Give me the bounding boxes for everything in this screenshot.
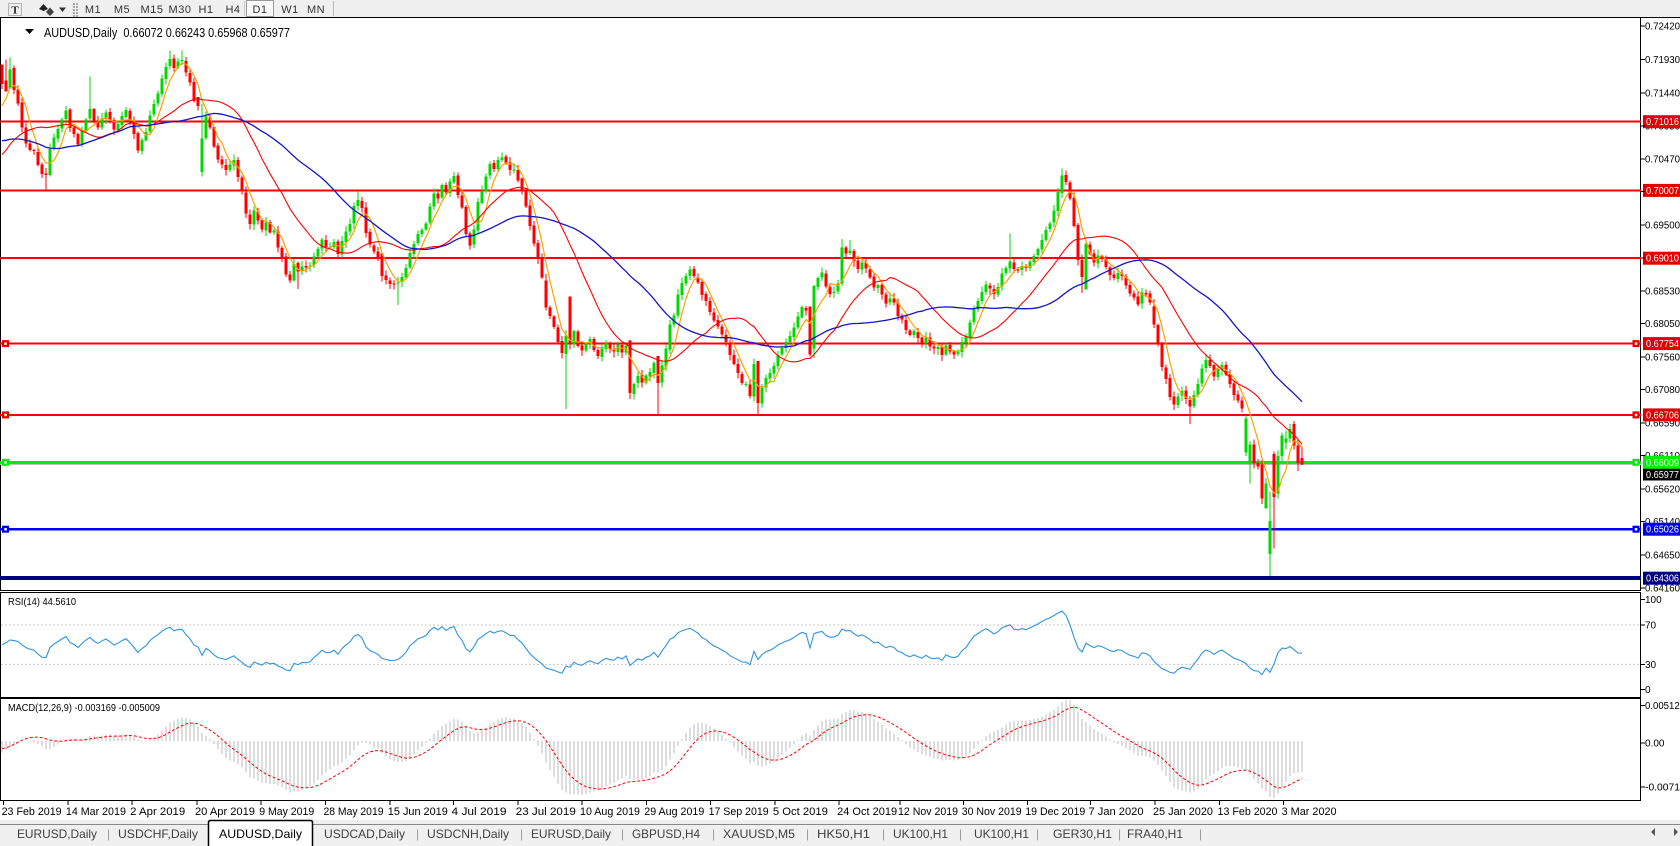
svg-text:UK100,H1: UK100,H1 [893,827,948,841]
svg-text:0.66590: 0.66590 [1645,418,1680,429]
svg-text:13 Feb 2020: 13 Feb 2020 [1218,806,1278,818]
svg-text:|: | [1199,827,1202,841]
svg-text:4 Jul 2019: 4 Jul 2019 [452,806,507,818]
svg-text:0.69010: 0.69010 [1646,254,1679,265]
svg-text:0.68530: 0.68530 [1645,286,1680,297]
svg-text:3 Mar 2020: 3 Mar 2020 [1282,806,1337,818]
svg-text:0.64650: 0.64650 [1645,550,1680,561]
svg-text:M15: M15 [141,4,164,16]
svg-text:USDCAD,Daily: USDCAD,Daily [324,827,405,841]
svg-text:17 Sep 2019: 17 Sep 2019 [709,806,769,818]
svg-text:RSI(14) 44.5610: RSI(14) 44.5610 [8,597,76,608]
svg-text:7 Jan 2020: 7 Jan 2020 [1089,806,1144,818]
svg-text:0.70470: 0.70470 [1645,154,1680,165]
svg-text:0.71440: 0.71440 [1645,88,1680,99]
svg-text:D1: D1 [252,4,267,16]
svg-text:0.71016: 0.71016 [1646,117,1679,128]
svg-text:25 Jan 2020: 25 Jan 2020 [1153,806,1213,818]
svg-text:HK50,H1: HK50,H1 [817,827,870,841]
svg-text:0.67560: 0.67560 [1645,352,1680,363]
svg-text:2 Apr 2019: 2 Apr 2019 [130,806,185,818]
svg-text:30: 30 [1645,660,1657,671]
svg-text:0.71930: 0.71930 [1645,55,1680,66]
svg-text:0.72420: 0.72420 [1645,22,1680,33]
svg-text:0.65977: 0.65977 [1646,470,1679,481]
svg-text:24 Oct 2019: 24 Oct 2019 [837,806,897,818]
svg-text:0.67080: 0.67080 [1645,385,1680,396]
svg-text:EURUSD,Daily: EURUSD,Daily [17,827,97,841]
svg-text:|: | [520,827,523,841]
svg-text:|: | [959,827,962,841]
svg-text:|: | [1118,827,1121,841]
svg-text:EURUSD,Daily: EURUSD,Daily [531,827,611,841]
svg-text:0: 0 [1645,685,1651,696]
svg-text:|: | [806,827,809,841]
svg-text:28 May 2019: 28 May 2019 [324,806,384,818]
svg-text:|: | [107,827,110,841]
svg-text:70: 70 [1645,621,1657,632]
svg-text:9 May 2019: 9 May 2019 [259,806,314,818]
svg-text:W1: W1 [281,4,299,16]
svg-text:T: T [11,5,19,17]
svg-text:MN: MN [307,4,325,16]
svg-text:10 Aug 2019: 10 Aug 2019 [580,806,640,818]
svg-text:M1: M1 [85,4,101,16]
svg-text:30 Nov 2019: 30 Nov 2019 [962,806,1022,818]
svg-text:USDCNH,Daily: USDCNH,Daily [427,827,509,841]
svg-text:M30: M30 [169,4,192,16]
svg-text:XAUUSD,M5: XAUUSD,M5 [723,827,795,841]
svg-text:FRA40,H1: FRA40,H1 [1127,827,1183,841]
svg-text:0.69500: 0.69500 [1645,220,1680,231]
svg-text:0.00: 0.00 [1645,739,1665,750]
svg-text:|: | [712,827,715,841]
svg-text:15 Jun 2019: 15 Jun 2019 [388,806,448,818]
svg-text:12 Nov 2019: 12 Nov 2019 [898,806,958,818]
svg-text:USDCHF,Daily: USDCHF,Daily [118,827,198,841]
svg-text:GER30,H1: GER30,H1 [1053,827,1112,841]
svg-text:M5: M5 [114,4,130,16]
svg-text:0.65140: 0.65140 [1645,517,1680,528]
svg-text:H1: H1 [198,4,213,16]
svg-text:|: | [416,827,419,841]
svg-text:0.66009: 0.66009 [1646,458,1679,469]
svg-text:0.70007: 0.70007 [1646,186,1679,197]
svg-text:UK100,H1: UK100,H1 [974,827,1029,841]
svg-text:-0.00711: -0.00711 [1645,783,1680,794]
svg-text:GBPUSD,H4: GBPUSD,H4 [632,827,700,841]
svg-text:23 Jul 2019: 23 Jul 2019 [516,806,576,818]
svg-text:5 Oct 2019: 5 Oct 2019 [773,806,828,818]
svg-text:0.64160: 0.64160 [1645,584,1680,595]
svg-text:AUDUSD,Daily 0.66072 0.66243: AUDUSD,Daily 0.66072 0.66243 0.65968 0.6… [44,26,290,40]
svg-text:0.005121: 0.005121 [1645,701,1680,712]
svg-text:MACD(12,26,9) -0.003169 -0.005: MACD(12,26,9) -0.003169 -0.005009 [8,703,160,714]
svg-text:|: | [882,827,885,841]
svg-text:20 Apr 2019: 20 Apr 2019 [195,806,255,818]
svg-text:23 Feb 2019: 23 Feb 2019 [2,806,62,818]
svg-text:0.65026: 0.65026 [1646,525,1679,536]
svg-text:|: | [1036,827,1039,841]
svg-text:29 Aug 2019: 29 Aug 2019 [644,806,704,818]
svg-text:19 Dec 2019: 19 Dec 2019 [1025,806,1085,818]
svg-text:AUDUSD,Daily: AUDUSD,Daily [219,827,302,841]
svg-text:0.67754: 0.67754 [1646,339,1679,350]
svg-text:100: 100 [1645,595,1662,606]
svg-text:0.68050: 0.68050 [1645,319,1680,330]
svg-text:0.66706: 0.66706 [1646,410,1679,421]
svg-text:0.65620: 0.65620 [1645,484,1680,495]
svg-text:0.64306: 0.64306 [1646,574,1679,585]
svg-text:|: | [621,827,624,841]
svg-text:H4: H4 [225,4,240,16]
svg-text:14 Mar 2019: 14 Mar 2019 [66,806,126,818]
